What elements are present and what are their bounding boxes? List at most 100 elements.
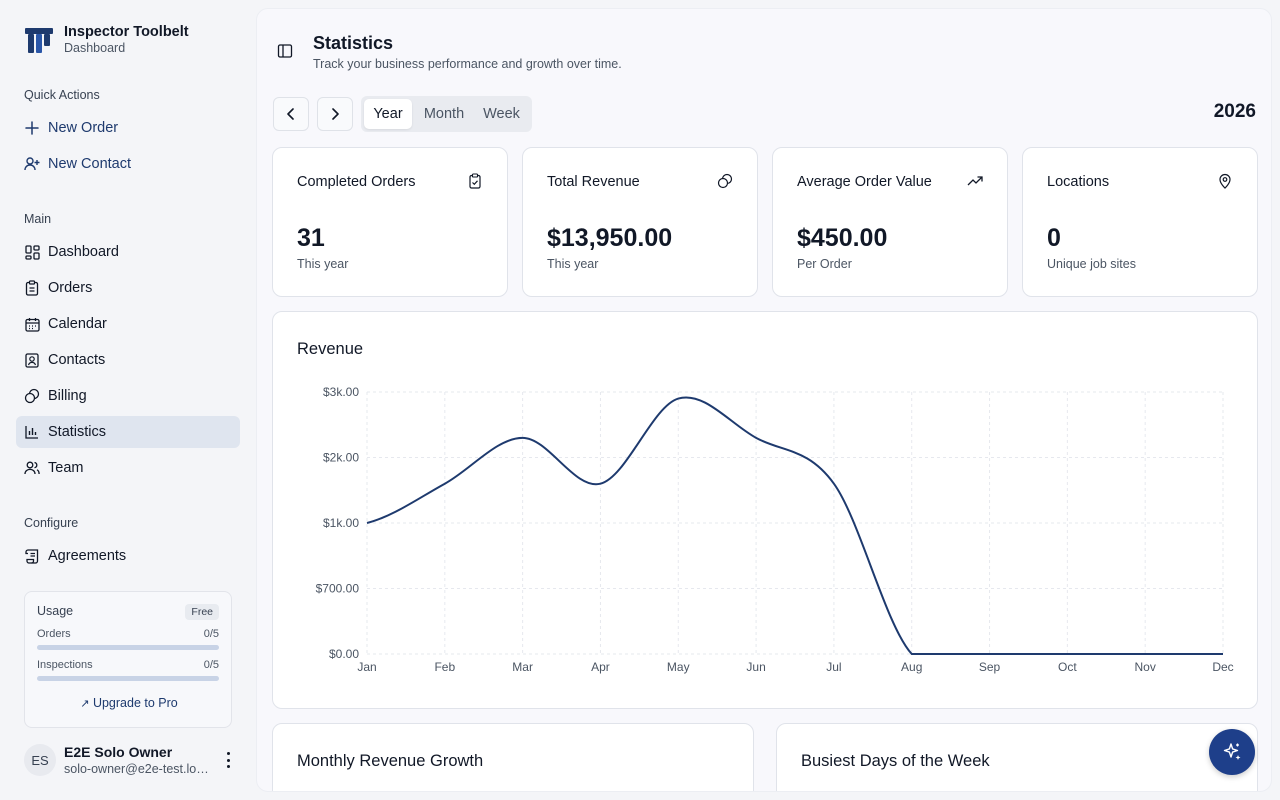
chart-title: Revenue (297, 340, 364, 358)
stat-caption: This year (547, 257, 599, 271)
more-vertical-icon[interactable] (222, 752, 234, 768)
sidebar-item-contacts[interactable]: Contacts (16, 344, 240, 376)
orders-usage-row: Orders 0/5 (37, 628, 219, 640)
main-section-label: Main (24, 212, 52, 226)
busiest-days-title: Busiest Days of the Week (801, 752, 990, 770)
sidebar-toggle-icon[interactable] (277, 43, 293, 59)
busiest-days-card: Busiest Days of the Week (776, 723, 1258, 791)
inspections-usage-row: Inspections 0/5 (37, 659, 219, 671)
user-plus-icon (24, 156, 40, 172)
sidebar-item-label: Contacts (48, 352, 106, 368)
tab-week[interactable]: Week (483, 106, 520, 122)
ai-assistant-button[interactable] (1209, 729, 1255, 775)
sidebar-item-label: Calendar (48, 316, 107, 332)
sidebar-item-label: Statistics (48, 424, 107, 440)
configure-section-label: Configure (24, 516, 79, 530)
current-period: 2026 (1213, 101, 1256, 122)
plus-icon (24, 120, 40, 136)
app-title: Inspector Toolbelt (64, 24, 189, 40)
sidebar-item-label: Agreements (48, 548, 127, 564)
upgrade-label: Upgrade to Pro (92, 696, 178, 710)
sparkles-icon (1223, 743, 1241, 760)
inspections-usage-bar (37, 676, 219, 681)
stat-title: Average Order Value (797, 174, 932, 190)
user-name: E2E Solo Owner (64, 744, 173, 760)
clipboard-icon (24, 280, 40, 296)
x-tick-label: Jun (746, 660, 765, 674)
coins-icon (24, 388, 40, 404)
scroll-icon (24, 548, 40, 564)
stat-card-completed-orders: Completed Orders 31 This year (272, 147, 508, 297)
x-tick-label: Aug (901, 660, 922, 674)
x-tick-label: Mar (512, 660, 533, 674)
x-tick-label: Dec (1212, 660, 1233, 674)
inspections-usage-label: Inspections (37, 659, 93, 671)
chevron-right-icon (332, 108, 339, 120)
x-tick-label: Feb (434, 660, 455, 674)
sidebar-item-orders[interactable]: Orders (16, 272, 240, 304)
stat-value: 31 (297, 224, 325, 252)
y-tick-label: $3k.00 (323, 385, 359, 399)
sidebar-item-agreements[interactable]: Agreements (16, 540, 240, 572)
avatar: ES (24, 744, 56, 776)
page-title: Statistics (313, 33, 394, 53)
monthly-revenue-growth-title: Monthly Revenue Growth (297, 752, 484, 770)
brand[interactable]: Inspector Toolbelt Dashboard (24, 24, 189, 56)
x-tick-label: Oct (1058, 660, 1077, 674)
clipboard-check-icon (469, 173, 481, 189)
monthly-revenue-growth-card: Monthly Revenue Growth (272, 723, 754, 791)
user-profile[interactable]: ES E2E Solo Owner solo-owner@e2e-test.lo… (24, 743, 240, 779)
period-switcher: Year Month Week (361, 96, 532, 132)
map-pin-icon (1219, 173, 1231, 189)
tab-year[interactable]: Year (364, 99, 412, 129)
revenue-chart-card: Revenue $0.00 $700.00 $1k.00 $2k.00 $3k.00 Ja… (272, 311, 1258, 709)
x-tick-label: Jan (357, 660, 376, 674)
logo-icon (25, 28, 53, 53)
upgrade-link[interactable]: ↗ Upgrade to Pro (25, 696, 233, 710)
new-order-button[interactable]: New Order (16, 112, 240, 144)
y-tick-label: $2k.00 (323, 451, 359, 465)
sidebar-item-label: Orders (48, 280, 93, 296)
new-contact-button[interactable]: New Contact (16, 148, 240, 180)
sidebar: Inspector Toolbelt Dashboard Quick Actio… (0, 0, 256, 800)
orders-usage-bar (37, 645, 219, 650)
sidebar-item-label: Dashboard (48, 244, 119, 260)
new-order-label: New Order (48, 120, 119, 136)
page-subtitle: Track your business performance and grow… (313, 57, 622, 71)
bar-chart-icon (24, 424, 40, 440)
coins-icon (717, 173, 733, 189)
sidebar-item-label: Team (48, 460, 84, 476)
x-tick-label: Sep (979, 660, 1001, 674)
usage-title: Usage (37, 604, 74, 618)
stat-caption: Per Order (797, 257, 852, 271)
next-period-button[interactable] (317, 97, 353, 131)
tab-month[interactable]: Month (423, 106, 465, 122)
stat-title: Total Revenue (547, 174, 640, 190)
y-tick-label: $0.00 (329, 647, 359, 661)
x-tick-label: Nov (1135, 660, 1156, 674)
stat-value: $450.00 (797, 224, 888, 252)
quick-actions-label: Quick Actions (24, 88, 100, 102)
x-tick-label: May (667, 660, 690, 674)
trending-up-icon (967, 176, 983, 186)
stat-card-average-order-value: Average Order Value $450.00 Per Order (772, 147, 1008, 297)
orders-usage-value: 0/5 (203, 628, 219, 640)
sidebar-item-statistics[interactable]: Statistics (16, 416, 240, 448)
sidebar-item-team[interactable]: Team (16, 452, 240, 484)
x-tick-label: Apr (591, 660, 610, 674)
sidebar-item-calendar[interactable]: Calendar (16, 308, 240, 340)
sidebar-item-dashboard[interactable]: Dashboard (16, 236, 240, 268)
plan-badge: Free (185, 604, 219, 620)
calendar-icon (24, 316, 40, 332)
inspections-usage-value: 0/5 (203, 659, 219, 671)
stat-value: $13,950.00 (547, 224, 673, 252)
contact-card-icon (24, 352, 40, 368)
new-contact-label: New Contact (48, 156, 132, 172)
x-tick-label: Jul (826, 660, 841, 674)
stat-value: 0 (1047, 224, 1061, 252)
y-tick-label: $700.00 (316, 582, 360, 596)
sidebar-item-billing[interactable]: Billing (16, 380, 240, 412)
previous-period-button[interactable] (273, 97, 309, 131)
stat-caption: Unique job sites (1047, 257, 1136, 271)
users-icon (24, 460, 40, 476)
